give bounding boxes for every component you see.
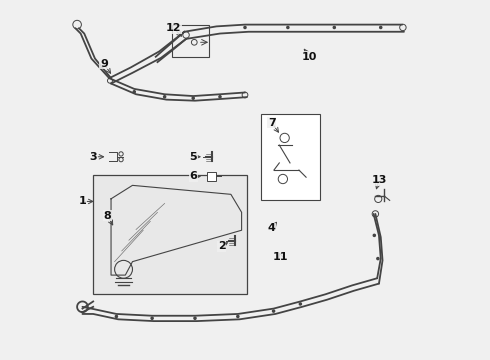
Text: 12: 12: [166, 23, 181, 33]
Text: 6: 6: [189, 171, 197, 181]
Text: 1: 1: [78, 197, 86, 206]
Circle shape: [237, 315, 239, 318]
Text: 10: 10: [302, 52, 317, 62]
Text: 11: 11: [273, 252, 289, 262]
Text: 2: 2: [218, 241, 226, 251]
Circle shape: [133, 91, 135, 93]
Circle shape: [287, 26, 289, 28]
Circle shape: [333, 26, 335, 28]
Text: 13: 13: [371, 175, 387, 185]
Circle shape: [151, 317, 153, 319]
Circle shape: [272, 310, 275, 312]
Text: 9: 9: [100, 59, 108, 69]
Circle shape: [377, 257, 379, 260]
Circle shape: [164, 96, 166, 98]
Bar: [261, 114, 320, 200]
Circle shape: [373, 234, 375, 237]
Bar: [207, 172, 217, 181]
Text: 3: 3: [89, 152, 97, 162]
Text: 8: 8: [103, 211, 111, 221]
Bar: [93, 175, 247, 294]
Circle shape: [380, 26, 382, 28]
Circle shape: [194, 317, 196, 319]
Text: 7: 7: [268, 118, 276, 128]
Text: 5: 5: [190, 152, 197, 162]
Circle shape: [299, 303, 301, 305]
Circle shape: [192, 97, 194, 99]
Bar: [172, 24, 209, 57]
Circle shape: [115, 315, 118, 318]
Circle shape: [219, 96, 221, 98]
Text: 4: 4: [268, 223, 276, 233]
Circle shape: [244, 26, 246, 28]
